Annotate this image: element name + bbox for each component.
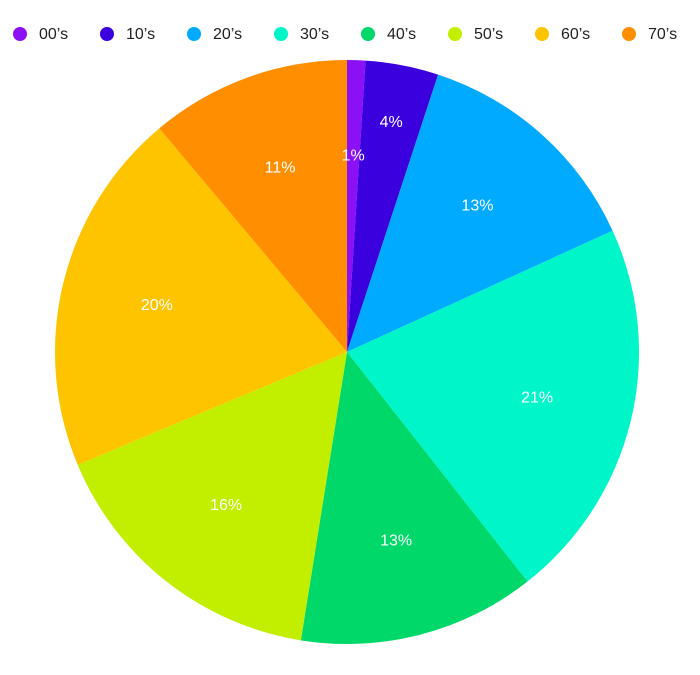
pie-slice: [77, 352, 347, 641]
legend-swatch: [361, 27, 375, 41]
slice-label: 13%: [461, 197, 493, 214]
legend-label: 10’s: [126, 26, 155, 43]
legend-label: 20’s: [213, 26, 242, 43]
legend-label: 50’s: [474, 26, 503, 43]
legend-label: 00’s: [39, 26, 68, 43]
pie-slice: [54, 128, 347, 465]
pie-slice: [347, 60, 439, 352]
legend-label: 70’s: [648, 26, 677, 43]
legend-swatch: [187, 27, 201, 41]
slice-label: 11%: [265, 159, 296, 176]
legend-swatch: [448, 27, 462, 41]
slice-label: 21%: [521, 389, 553, 406]
legend-label: 30’s: [300, 26, 329, 43]
legend-swatch: [535, 27, 549, 41]
legend-swatch: [622, 27, 636, 41]
legend-swatch: [13, 27, 27, 41]
pie-slice: [347, 74, 613, 353]
pie-slice: [159, 60, 347, 352]
legend-label: 40’s: [387, 26, 416, 43]
legend-swatch: [100, 27, 114, 41]
legend-label: 60’s: [561, 26, 590, 43]
slice-label: 20%: [141, 297, 173, 314]
pie-slice: [300, 352, 528, 644]
slice-label: 16%: [210, 497, 242, 514]
pie-slice: [347, 230, 639, 582]
legend-swatch: [274, 27, 288, 41]
pie-slice: [347, 60, 366, 352]
slice-label: 4%: [380, 114, 403, 131]
slice-label: 1%: [342, 148, 365, 165]
slice-label: 13%: [380, 533, 412, 550]
